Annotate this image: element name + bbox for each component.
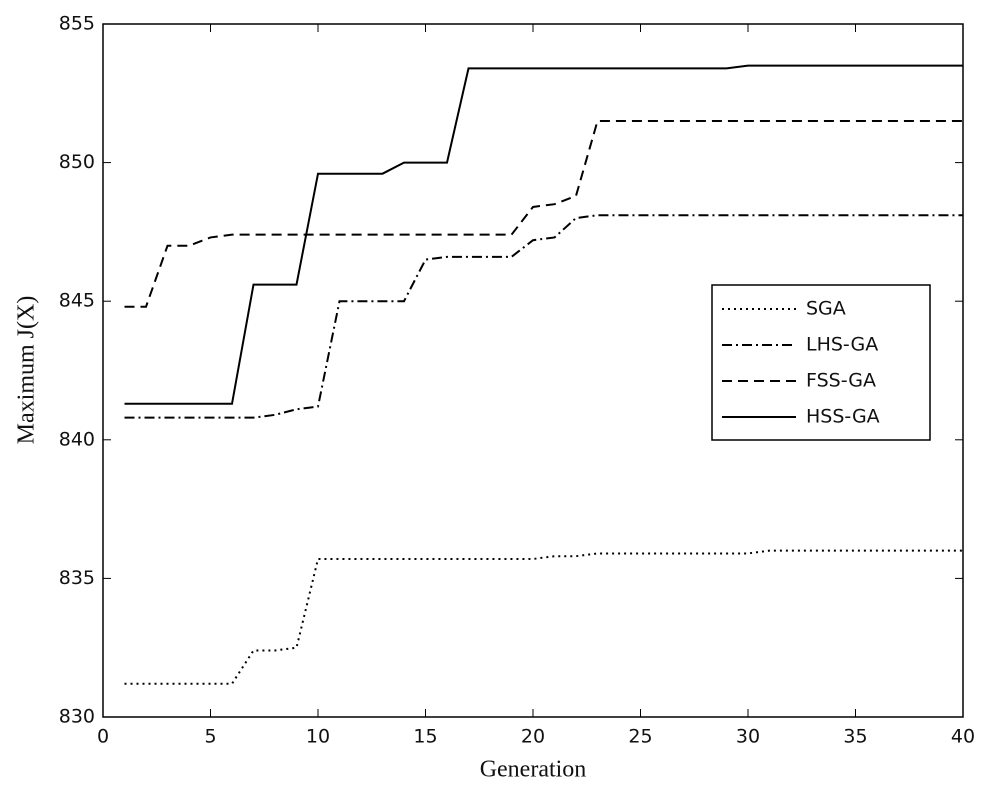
legend-label: FSS-GA	[806, 370, 876, 392]
x-tick-label: 10	[306, 726, 330, 748]
x-tick-label: 15	[413, 726, 437, 748]
x-tick-label: 35	[843, 726, 867, 748]
series-line	[124, 214, 963, 419]
x-tick-label: 30	[736, 726, 760, 748]
series-line	[124, 549, 963, 685]
y-tick-label: 830	[59, 706, 95, 728]
x-tick-label: 40	[951, 726, 975, 748]
series-line	[124, 120, 963, 308]
y-tick-label: 850	[59, 151, 95, 173]
x-tick-label: 25	[628, 726, 652, 748]
y-tick-label: 835	[59, 567, 95, 589]
x-tick-label: 5	[204, 726, 216, 748]
x-tick-label: 20	[521, 726, 545, 748]
y-tick-label: 840	[59, 428, 95, 450]
x-axis-label: Generation	[480, 757, 587, 783]
x-tick-label: 0	[97, 726, 109, 748]
y-axis-label: Maximum J(X)	[14, 296, 40, 445]
y-tick-label: 845	[59, 290, 95, 312]
y-tick-label: 855	[59, 13, 95, 35]
legend-label: SGA	[806, 298, 846, 320]
legend-box	[711, 284, 931, 441]
legend-label: LHS-GA	[806, 334, 878, 356]
legend-label: HSS-GA	[806, 406, 880, 428]
series-line	[124, 64, 963, 405]
